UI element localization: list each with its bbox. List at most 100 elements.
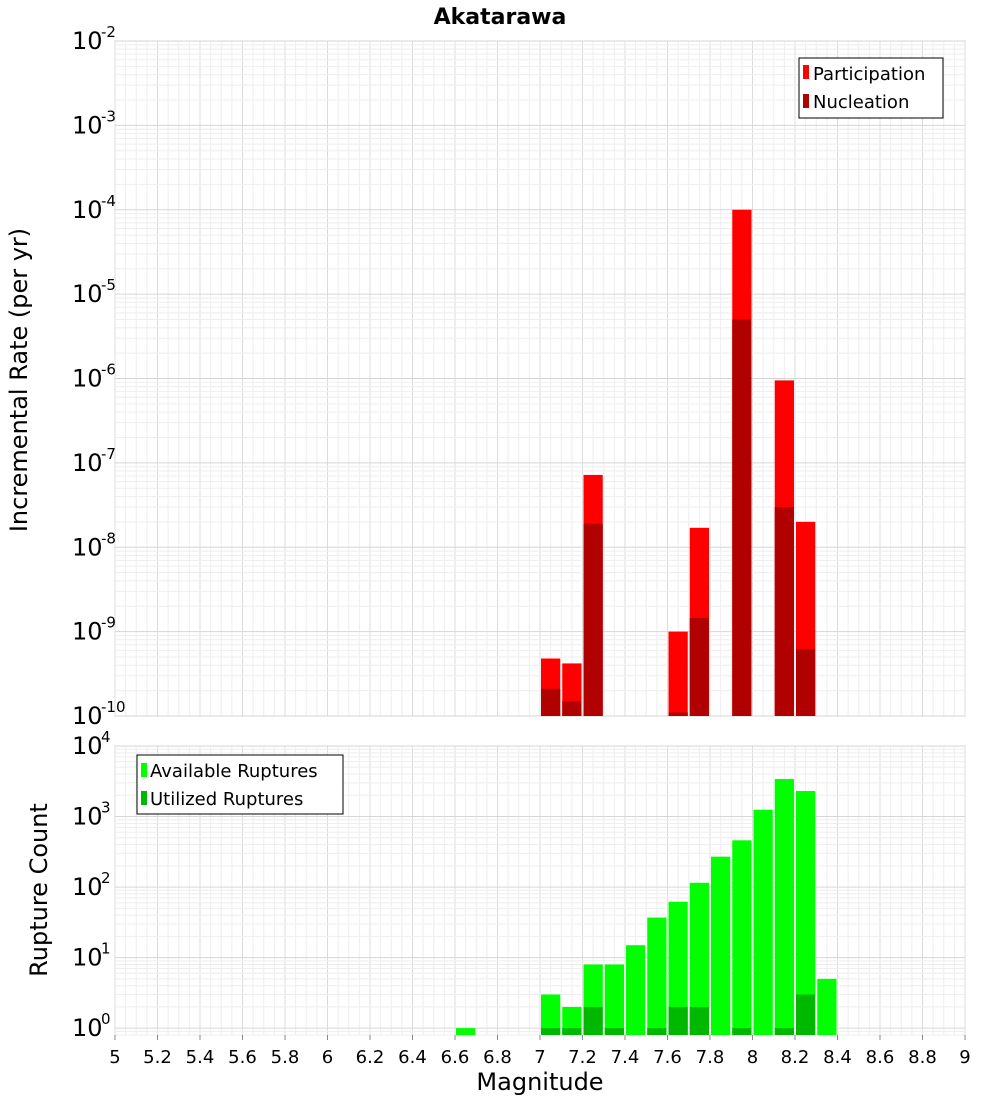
legend-swatch-utilized bbox=[141, 791, 147, 805]
bar-utilized-ruptures bbox=[796, 994, 816, 1035]
x-tick-label: 6.4 bbox=[398, 1047, 427, 1068]
x-tick-label: 6.6 bbox=[441, 1047, 470, 1068]
x-axis-label: Magnitude bbox=[476, 1068, 603, 1096]
bar-available-ruptures bbox=[668, 901, 688, 1035]
bottom-x-ticks: 5 5.2 5.4 5.6 5.8 6 6.2 6.4 6.6 6.8 7 7.2 7.4 7.6 7.8 8… bbox=[109, 1035, 971, 1068]
bottom-y-tick-exponent: 1 bbox=[101, 940, 111, 958]
bar-nucleation bbox=[562, 701, 582, 716]
x-tick-label: 7.4 bbox=[611, 1047, 640, 1068]
bar-utilized-ruptures bbox=[647, 1028, 667, 1035]
top-y-axis-label: Incremental Rate (per yr) bbox=[5, 228, 33, 532]
legend-swatch-participation bbox=[803, 65, 809, 79]
bar-nucleation bbox=[583, 523, 603, 716]
top-y-tick-base: 10 bbox=[72, 449, 103, 477]
bottom-y-tick-base: 10 bbox=[72, 803, 103, 831]
bar-utilized-ruptures bbox=[689, 1006, 709, 1035]
top-y-tick-exponent: -4 bbox=[101, 192, 116, 210]
bar-available-ruptures bbox=[647, 917, 667, 1035]
bottom-y-axis-label: Rupture Count bbox=[25, 803, 53, 977]
top-y-tick-base: 10 bbox=[72, 702, 103, 730]
top-y-tick-exponent: -2 bbox=[101, 23, 116, 41]
top-y-tick-exponent: -10 bbox=[101, 698, 126, 716]
top-legend: Participation Nucleation bbox=[798, 57, 944, 119]
top-y-tick-exponent: -6 bbox=[101, 361, 116, 379]
x-tick-label: 7.6 bbox=[653, 1047, 682, 1068]
top-legend-box bbox=[798, 57, 944, 119]
bar-nucleation bbox=[774, 506, 794, 716]
bar-nucleation bbox=[541, 688, 561, 716]
bottom-y-tick-exponent: 2 bbox=[101, 869, 111, 887]
x-tick-label: 5 bbox=[109, 1047, 120, 1068]
bar-available-ruptures bbox=[796, 791, 816, 1035]
x-tick-label: 7.8 bbox=[696, 1047, 725, 1068]
top-y-tick-base: 10 bbox=[72, 27, 103, 55]
chart-title: Akatarawa bbox=[434, 5, 567, 30]
bottom-y-tick-exponent: 3 bbox=[101, 799, 111, 817]
bar-available-ruptures bbox=[562, 1006, 582, 1035]
bar-nucleation bbox=[668, 712, 688, 716]
bar-available-ruptures bbox=[774, 779, 794, 1035]
bar-nucleation bbox=[689, 618, 709, 716]
x-tick-label: 6.2 bbox=[356, 1047, 385, 1068]
bar-available-ruptures bbox=[732, 840, 752, 1035]
x-tick-label: 5.8 bbox=[271, 1047, 300, 1068]
top-y-tick-base: 10 bbox=[72, 533, 103, 561]
bottom-y-tick-base: 10 bbox=[72, 944, 103, 972]
top-y-tick-base: 10 bbox=[72, 111, 103, 139]
top-grid bbox=[114, 40, 966, 717]
bottom-legend: Available Ruptures Utilized Ruptures bbox=[136, 754, 344, 815]
bar-available-ruptures bbox=[817, 978, 837, 1035]
bottom-y-tick-base: 10 bbox=[72, 1014, 103, 1042]
bar-available-ruptures bbox=[711, 856, 731, 1035]
bottom-y-tick-exponent: 4 bbox=[101, 728, 111, 746]
top-y-tick-base: 10 bbox=[72, 280, 103, 308]
top-y-tick-exponent: -9 bbox=[101, 614, 116, 632]
bar-available-ruptures bbox=[456, 1028, 476, 1035]
x-tick-label: 8.2 bbox=[781, 1047, 810, 1068]
top-bars bbox=[541, 209, 816, 716]
x-tick-label: 7 bbox=[534, 1047, 545, 1068]
bar-nucleation bbox=[732, 319, 752, 716]
bar-utilized-ruptures bbox=[583, 1006, 603, 1035]
x-tick-label: 5.4 bbox=[186, 1047, 215, 1068]
x-tick-label: 8.4 bbox=[823, 1047, 852, 1068]
top-y-tick-exponent: -7 bbox=[101, 445, 116, 463]
top-y-tick-exponent: -8 bbox=[101, 529, 116, 547]
x-tick-label: 8 bbox=[747, 1047, 758, 1068]
bar-nucleation bbox=[796, 649, 816, 716]
bottom-bars bbox=[456, 779, 837, 1035]
bar-available-ruptures bbox=[689, 882, 709, 1035]
x-tick-label: 7.2 bbox=[568, 1047, 597, 1068]
x-tick-label: 5.2 bbox=[143, 1047, 172, 1068]
legend-swatch-nucleation bbox=[803, 94, 809, 108]
bar-available-ruptures bbox=[604, 964, 624, 1035]
bar-utilized-ruptures bbox=[668, 1006, 688, 1035]
top-y-tick-exponent: -5 bbox=[101, 276, 116, 294]
legend-label-available: Available Ruptures bbox=[150, 761, 318, 782]
bar-participation bbox=[668, 631, 688, 716]
legend-swatch-available bbox=[141, 763, 147, 777]
top-y-tick-base: 10 bbox=[72, 618, 103, 646]
legend-label-nucleation: Nucleation bbox=[813, 92, 909, 113]
bar-utilized-ruptures bbox=[732, 1028, 752, 1035]
bottom-y-tick-base: 10 bbox=[72, 732, 103, 760]
x-tick-label: 8.8 bbox=[908, 1047, 937, 1068]
legend-label-utilized: Utilized Ruptures bbox=[150, 789, 303, 810]
bottom-legend-box bbox=[136, 754, 344, 815]
x-tick-label: 6 bbox=[322, 1047, 333, 1068]
x-tick-label: 9 bbox=[959, 1047, 970, 1068]
x-tick-label: 5.6 bbox=[228, 1047, 257, 1068]
bottom-y-tick-exponent: 0 bbox=[101, 1010, 111, 1028]
top-y-tick-base: 10 bbox=[72, 196, 103, 224]
bar-available-ruptures bbox=[541, 994, 561, 1035]
x-tick-label: 8.6 bbox=[866, 1047, 895, 1068]
bar-utilized-ruptures bbox=[541, 1028, 561, 1035]
bar-utilized-ruptures bbox=[604, 1028, 624, 1035]
bar-available-ruptures bbox=[626, 945, 646, 1035]
top-y-tick-base: 10 bbox=[72, 365, 103, 393]
